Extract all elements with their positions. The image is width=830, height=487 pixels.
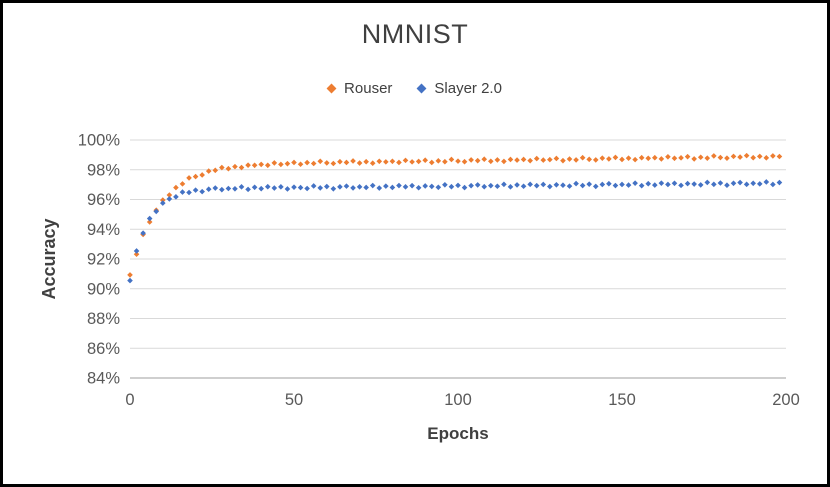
y-tick-label: 92% (87, 251, 120, 269)
chart-title: NMNIST (361, 19, 469, 49)
y-tick-label: 84% (87, 370, 120, 388)
x-axis-title: Epochs (427, 424, 488, 443)
legend-label-slayer: Slayer 2.0 (434, 80, 502, 97)
legend-label-rouser: Rouser (344, 80, 393, 97)
legend: Rouser Slayer 2.0 (3, 80, 827, 97)
y-tick-label: 86% (87, 340, 120, 358)
x-tick-label: 150 (608, 391, 636, 409)
x-tick-label: 200 (772, 391, 800, 409)
y-tick-label: 88% (87, 310, 120, 328)
legend-item-slayer[interactable]: Slayer 2.0 (416, 80, 502, 97)
legend-item-rouser[interactable]: Rouser (326, 80, 393, 97)
x-tick-label: 0 (125, 391, 134, 409)
y-tick-label: 100% (78, 132, 121, 150)
series-points-slayer (127, 179, 783, 284)
x-tick-label: 50 (285, 391, 303, 409)
y-tick-label: 96% (87, 191, 120, 209)
y-axis-title: Accuracy (39, 218, 59, 299)
x-tick-label: 100 (444, 391, 472, 409)
plot-area: 84% 86% 88% 90% 92% 94% 96% 98% 100% 0 50 100 150 200… (39, 132, 800, 444)
y-tick-label: 98% (87, 161, 120, 179)
y-tick-label: 94% (87, 221, 120, 239)
y-tick-label: 90% (87, 280, 120, 298)
